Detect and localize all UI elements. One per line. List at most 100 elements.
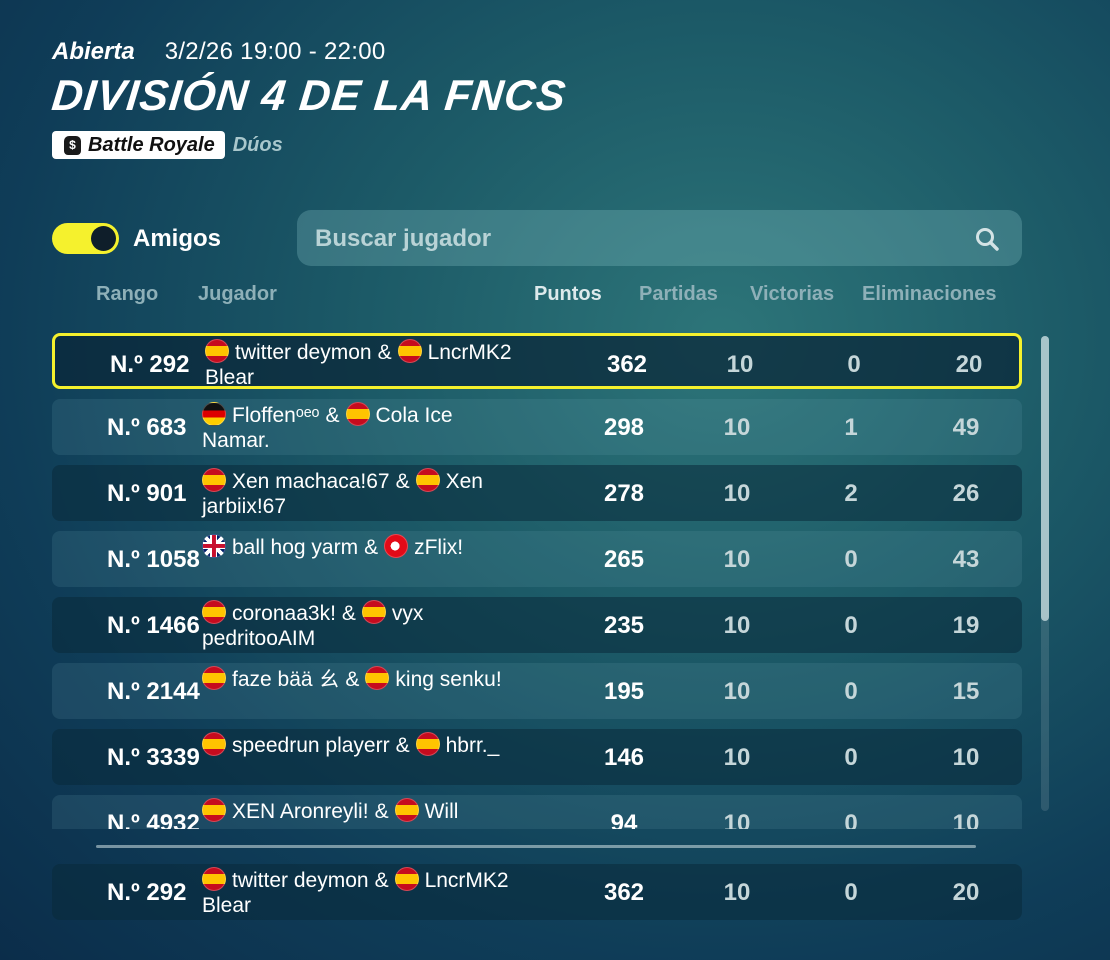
spain-flag-icon [202,666,226,690]
spain-flag-icon [202,798,226,822]
player-1-name: Xen machaca!67 [232,470,390,493]
spain-flag-icon [202,732,226,756]
team-players: XEN Aronreyli! & Will [202,798,522,824]
event-tags: $ Battle Royale Dúos [52,131,566,160]
points-value: 195 [603,678,645,705]
column-eliminations[interactable]: Eliminaciones [862,283,997,305]
search-placeholder: Buscar jugador [315,225,492,252]
wins-value: 0 [844,879,858,906]
team-players: twitter deymon & LncrMK2 Blear [205,339,512,389]
points-value: 235 [603,612,645,639]
player-1-name: twitter deymon [235,341,372,364]
column-wins[interactable]: Victorias [750,283,835,305]
points-value: 94 [610,810,638,829]
rank-value: N.º 292 [110,351,190,378]
spain-flag-icon [415,732,440,756]
turkey-flag-icon [384,534,409,558]
points-value: 146 [603,744,645,771]
eliminations-value: 43 [952,546,980,573]
player-row[interactable]: N.º 1466 coronaa3k! & vyx pedritooAIM 235 10 0… [52,597,1022,653]
team-players: speedrun playerr & hbrr._ [202,732,522,758]
friends-label: Amigos [133,225,222,252]
player-1-name: XEN Aronreyli! [232,800,369,823]
player-2-name: Will [424,800,459,823]
player-1-name: Floffenᵒᵉᵒ [232,404,320,427]
wins-value: 0 [844,612,858,639]
player-row[interactable]: N.º 2144 faze bää ㄠ & king senku! 195 10 0 15 [52,663,1022,719]
eliminations-value: 10 [952,810,980,829]
wins-value: 0 [844,810,858,829]
points-value: 362 [606,351,648,378]
matches-value: 10 [723,810,751,829]
friends-toggle[interactable] [52,223,119,254]
rank-value: N.º 4932 [107,810,200,829]
player-row[interactable]: N.º 4932 XEN Aronreyli! & Will 94 10 0 10 [52,795,1022,829]
player-1-name: ball hog yarm [232,536,359,559]
points-value: 362 [603,879,645,906]
player-2-name: vyx pedritooAIM [202,602,424,650]
team-players: Xen machaca!67 & Xen jarbiix!67 [202,468,483,518]
matches-value: 10 [723,480,751,507]
rank-value: N.º 3339 [107,744,200,771]
player-1-name: faze bää ㄠ [232,668,340,691]
eliminations-value: 26 [952,480,980,507]
spain-flag-icon [202,867,226,891]
rank-value: N.º 2144 [107,678,200,705]
team-players: coronaa3k! & vyx pedritooAIM [202,600,424,650]
column-points[interactable]: Puntos [534,283,602,305]
player-2-name: hbrr._ [445,734,500,757]
team-players: faze bää ㄠ & king senku! [202,666,522,692]
scrollbar[interactable] [1041,336,1049,811]
team-players: ball hog yarm & zFlix! [202,534,522,560]
player-row[interactable]: N.º 1058 ball hog yarm & zFlix! 265 10 0 43 [52,531,1022,587]
player-1-name: speedrun playerr [232,734,390,757]
germany-flag-icon [202,402,226,426]
rank-value: N.º 1058 [107,546,200,573]
search-icon[interactable] [974,226,1000,252]
column-rank[interactable]: Rango [96,283,159,305]
spain-flag-icon [397,339,422,363]
eliminations-value: 15 [952,678,980,705]
matches-value: 10 [723,612,751,639]
matches-value: 10 [723,414,751,441]
eliminations-value: 49 [952,414,980,441]
wins-value: 0 [844,744,858,771]
event-header: Abierta 3/2/26 19:00 - 22:00 DIVISIÓN 4 … [49,38,569,160]
player-row[interactable]: N.º 683 Floffenᵒᵉᵒ & Cola Ice Namar. 298 10 1 4… [52,399,1022,455]
event-title: DIVISIÓN 4 DE LA FNCS [49,72,569,120]
pinned-player-row[interactable]: N.º 292 twitter deymon & LncrMK2 Blear 362… [52,864,1022,920]
wins-value: 0 [844,678,858,705]
matches-value: 10 [726,351,754,378]
wins-value: 0 [847,351,861,378]
team-players: twitter deymon & LncrMK2 Blear [202,867,509,917]
uk-flag-icon [202,534,226,558]
mode-tag: $ Battle Royale [52,131,225,160]
column-headers: Rango Jugador Puntos Partidas Victorias … [0,283,1110,309]
player-2-name: Cola Ice Namar. [202,404,453,452]
player-2-name: LncrMK2 Blear [205,341,512,389]
player-row[interactable]: N.º 901 Xen machaca!67 & Xen jarbiix!67 278 1… [52,465,1022,521]
eliminations-value: 20 [955,351,983,378]
rank-value: N.º 1466 [107,612,200,639]
leaderboard-list[interactable]: N.º 292 twitter deymon & LncrMK2 Blear 362 10… [52,333,1022,829]
matches-value: 10 [723,879,751,906]
scrollbar-thumb[interactable] [1041,336,1049,621]
team-size-label: Dúos [232,133,283,156]
matches-value: 10 [723,546,751,573]
player-2-name: king senku! [395,668,502,691]
wins-value: 0 [844,546,858,573]
spain-flag-icon [394,867,419,891]
spain-flag-icon [394,798,419,822]
money-bag-icon: $ [64,135,81,155]
column-matches[interactable]: Partidas [639,283,718,305]
search-input[interactable]: Buscar jugador [297,210,1022,266]
player-1-name: twitter deymon [232,869,369,892]
divider [96,845,976,848]
column-player[interactable]: Jugador [198,283,277,305]
eliminations-value: 20 [952,879,980,906]
player-row-highlighted[interactable]: N.º 292 twitter deymon & LncrMK2 Blear 362 10… [52,333,1022,389]
rank-value: N.º 901 [107,480,187,507]
event-meta: Abierta 3/2/26 19:00 - 22:00 [52,38,566,66]
spain-flag-icon [202,600,226,624]
player-row[interactable]: N.º 3339 speedrun playerr & hbrr._ 146 10 0 10 [52,729,1022,785]
